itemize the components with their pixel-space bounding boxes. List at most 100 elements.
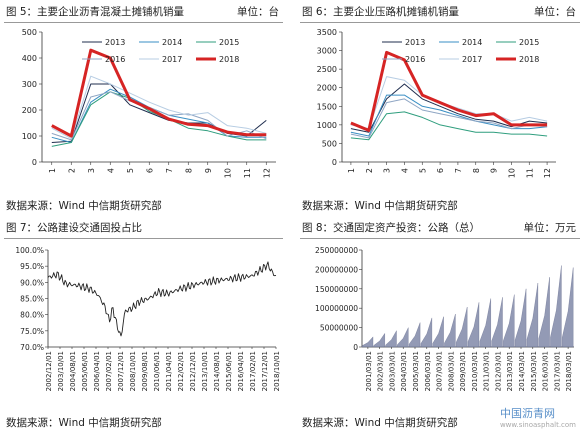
x-tick-label: 4	[106, 168, 115, 173]
area-year-8	[456, 306, 468, 348]
x-tick-label: 2007/02/01	[105, 351, 113, 391]
y-tick-label: 3500	[317, 28, 337, 37]
y-tick-label: 2500	[317, 65, 337, 74]
chart-panel-fig6: 图 6：主要企业压路机摊铺机销量 单位：台 0 500 1000 1500 2000 25…	[300, 2, 580, 217]
legend-label-2016: 2016	[405, 55, 425, 64]
x-tick-label: 2002/03/01	[377, 351, 385, 391]
area-year-5	[420, 317, 433, 348]
x-tick-label: 5	[126, 168, 135, 173]
chart-source: 数据来源：Wind 中信期货研究部	[6, 417, 162, 429]
chart-source: 数据来源：Wind 中信期货研究部	[6, 200, 162, 212]
x-tick-label: 2011/04/01	[165, 351, 173, 391]
chart-panel-fig7: 图 7：公路建设交通固投占比 70.0% 75.0% 80.0% 85.0% 90.0%…	[4, 218, 283, 433]
legend-label-2015: 2015	[219, 38, 239, 47]
x-tick-label: 3	[383, 168, 392, 173]
chart-source: 数据来源：Wind 中信期货研究部	[302, 417, 458, 429]
y-tick-label: 1500	[317, 102, 337, 111]
x-tick-label: 2003/10/01	[57, 351, 65, 391]
x-tick-label: 2	[365, 168, 374, 173]
x-tick-label: 2013/10/01	[201, 351, 209, 391]
x-tick-label: 6	[145, 168, 154, 173]
y-tick-label: 500	[322, 139, 337, 148]
series-line-share	[47, 261, 277, 337]
y-tick-label: 500	[22, 28, 37, 37]
x-tick-label: 12	[543, 168, 552, 178]
legend-label-2018: 2018	[219, 55, 239, 64]
x-tick-label: 2014/03/01	[518, 351, 526, 391]
series-line-2014	[350, 94, 548, 137]
chart-source: 数据来源：Wind 中信期货研究部	[302, 200, 458, 212]
chart-title-bar: 图 6：主要企业压路机摊铺机销量 单位：台	[300, 2, 580, 23]
chart-title-bar: 图 8：交通固定资产投资：公路（总） 单位：万元	[300, 218, 580, 239]
x-tick-label: 2005/03/01	[412, 351, 420, 391]
x-tick-label: 9	[490, 168, 499, 173]
legend-label-2015: 2015	[519, 38, 539, 47]
x-tick-label: 5	[418, 168, 427, 173]
chart-title: 图 6：主要企业压路机摊铺机销量	[302, 6, 460, 18]
x-tick-label: 2016/04/01	[237, 351, 245, 391]
x-tick-label: 10	[507, 168, 516, 178]
series-line-2016	[350, 98, 548, 139]
series-line-2018	[51, 48, 267, 138]
chart-title-bar: 图 7：公路建设交通固投占比	[4, 218, 283, 239]
chart-title: 图 7：公路建设交通固投占比	[6, 222, 143, 234]
y-tick-label: 100.0%	[15, 246, 44, 255]
x-tick-label: 11	[243, 168, 252, 178]
y-tick-label: 200	[22, 106, 37, 115]
x-tick-label: 7	[454, 168, 463, 173]
x-tick-label: 2008/03/01	[447, 351, 455, 391]
x-tick-label: 2015/03/01	[530, 351, 538, 391]
area-year-2	[385, 330, 397, 348]
x-tick-label: 1	[48, 168, 57, 173]
x-tick-label: 2018/03/01	[565, 351, 573, 391]
y-tick-label: 95.0%	[20, 262, 44, 271]
series-line-2018	[350, 50, 548, 132]
x-tick-label: 2	[67, 168, 76, 173]
area-year-10	[479, 298, 491, 348]
x-tick-label: 2009/08/01	[141, 351, 149, 391]
x-tick-label: 7	[165, 168, 174, 173]
area-year-4	[408, 322, 421, 348]
x-tick-label: 2018/10/01	[273, 351, 281, 391]
y-tick-label: 3000	[317, 47, 337, 56]
x-tick-label: 3	[87, 168, 96, 173]
y-tick-label: 0	[32, 158, 37, 167]
x-tick-label: 10	[223, 168, 232, 178]
area-year-6	[432, 316, 444, 348]
legend-label-2014: 2014	[162, 38, 182, 47]
x-tick-label: 4	[400, 168, 409, 173]
y-tick-label: 200000000	[315, 265, 358, 274]
x-tick-label: 2017/02/01	[249, 351, 257, 391]
x-tick-label: 2005/06/01	[81, 351, 89, 391]
watermark-name: 中国沥青网	[499, 407, 555, 420]
area-year-17	[562, 267, 574, 348]
chart-panel-fig5: 图 5：主要企业沥青混凝土摊铺机销量 单位：台 0 100 200 300 400 500…	[4, 2, 283, 217]
area-year-11	[491, 297, 503, 348]
y-tick-label: 1000	[317, 121, 337, 130]
area-year-7	[444, 313, 456, 348]
x-tick-label: 2001/03/01	[365, 351, 373, 391]
watermark-logo: 中国沥青网 www.sinoasphalt.com	[500, 405, 576, 429]
x-tick-label: 2006/04/01	[93, 351, 101, 391]
chart-fig7-svg: 70.0% 75.0% 80.0% 85.0% 90.0% 95.0% 100.0% 2002…	[15, 246, 281, 391]
series-line-2016	[51, 91, 267, 141]
y-tick-label: 90.0%	[20, 278, 44, 287]
x-tick-label: 2016/03/01	[542, 351, 550, 391]
x-tick-label: 2008/10/01	[129, 351, 137, 391]
legend-label-2013: 2013	[105, 38, 125, 47]
x-tick-label: 2004/03/01	[400, 351, 408, 391]
chart-unit: 单位：台	[237, 6, 279, 18]
series-line-2017	[51, 75, 267, 140]
x-tick-label: 2007/03/01	[436, 351, 444, 391]
y-tick-label: 80.0%	[20, 311, 44, 320]
chart-unit: 单位：万元	[523, 222, 577, 234]
x-tick-label: 9	[204, 168, 213, 173]
x-tick-label: 2011/03/01	[483, 351, 491, 391]
x-tick-label: 2007/12/01	[117, 351, 125, 391]
x-tick-label: 8	[184, 168, 193, 173]
legend-label-2014: 2014	[462, 38, 482, 47]
y-tick-label: 50000000	[320, 324, 358, 333]
chart-unit: 单位：台	[534, 6, 576, 18]
